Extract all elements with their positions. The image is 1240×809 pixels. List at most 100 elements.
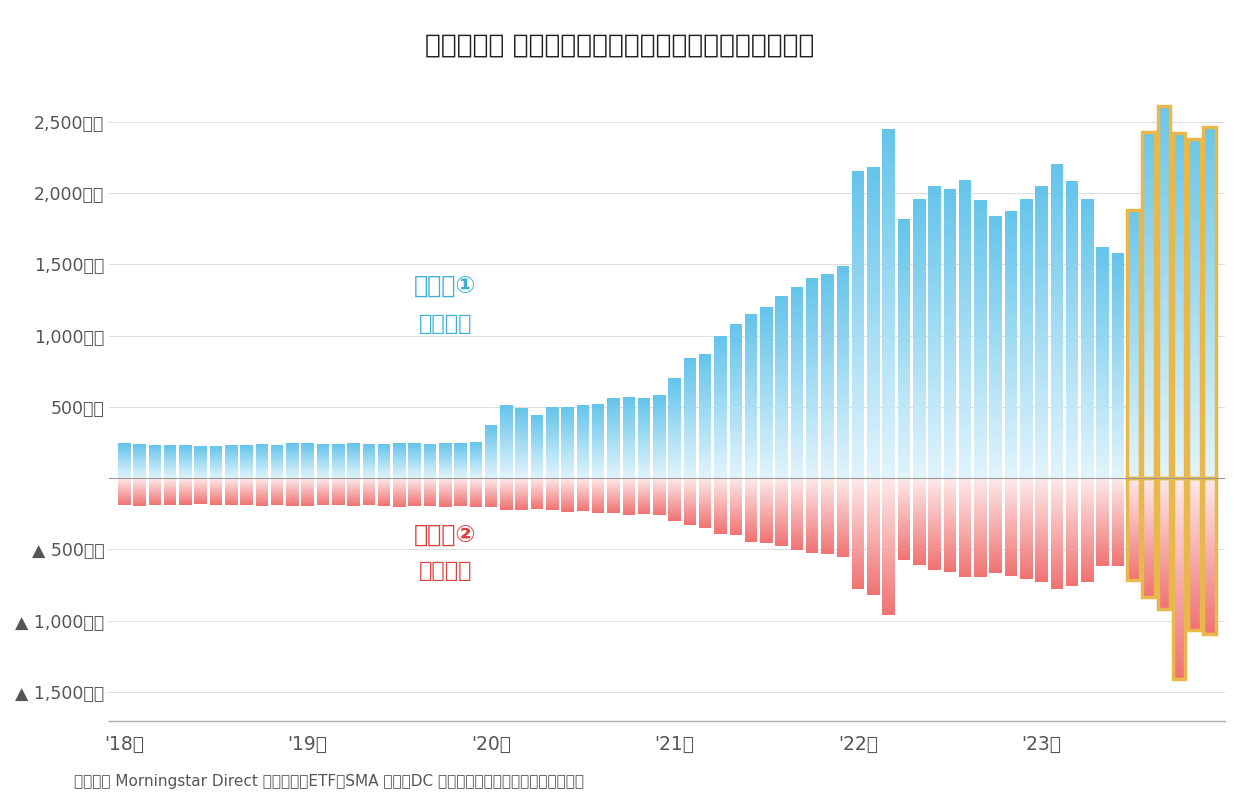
Bar [837,427,849,431]
Bar [1127,274,1140,280]
Bar [821,434,833,438]
Bar [944,403,956,409]
Bar [1021,198,1033,204]
Bar [852,578,864,581]
Bar [745,409,758,413]
Bar [608,419,620,421]
Bar [913,551,925,553]
Bar [791,471,804,474]
Bar [1050,565,1063,566]
Bar [852,516,864,519]
Bar [898,302,910,307]
Bar [975,362,987,367]
Bar [913,487,925,489]
Bar [1158,128,1171,136]
Bar [562,443,574,444]
Bar [1081,579,1094,582]
Bar [898,224,910,229]
Bar [562,427,574,428]
Bar [485,468,497,470]
Bar [1158,565,1171,567]
Bar [806,307,818,311]
Bar [806,326,818,330]
Bar [944,414,956,420]
Bar [1127,485,1140,486]
Bar [1066,549,1079,552]
Bar [729,469,742,472]
Bar [1158,322,1171,329]
Bar [516,466,528,467]
Bar [821,513,833,515]
Bar [913,499,925,501]
Bar [714,484,727,485]
Bar [944,493,956,495]
Bar [1096,498,1109,499]
Bar [745,435,758,438]
Bar [500,405,512,407]
Bar [729,493,742,494]
Bar [714,507,727,508]
Bar [775,535,787,536]
Bar [1021,478,1033,481]
Bar [577,416,589,417]
Bar [821,542,833,544]
Bar [1004,562,1017,564]
Bar [883,481,895,484]
Bar [898,526,910,527]
Bar [1021,494,1033,496]
Bar [944,549,956,551]
Bar [1096,536,1109,538]
Bar [806,534,818,535]
Bar [791,527,804,528]
Bar [852,404,864,411]
Bar [714,435,727,438]
Bar [1142,375,1154,381]
Bar [668,483,681,484]
Bar [791,533,804,535]
Bar [821,294,833,299]
Bar [990,491,1002,493]
Bar [608,450,620,451]
Bar [485,464,497,465]
Bar [959,490,971,492]
Bar [913,553,925,555]
Bar [990,368,1002,373]
Bar [929,203,941,210]
Bar [1204,497,1216,500]
Bar [852,362,864,368]
Bar [622,477,635,478]
Bar [714,515,727,516]
Bar [683,375,696,378]
Bar [699,518,712,519]
Bar [929,285,941,291]
Bar [1050,491,1063,493]
Bar [1096,321,1109,326]
Bar [867,532,879,534]
Bar [608,403,620,404]
Bar [990,529,1002,532]
Bar [1066,413,1079,419]
Bar [959,540,971,541]
Bar [1081,549,1094,551]
Bar [898,483,910,485]
Bar [729,438,742,441]
Bar [1096,480,1109,481]
Bar [775,336,787,340]
Bar [608,448,620,450]
Bar [1142,451,1154,457]
Bar [944,229,956,235]
Bar [516,471,528,472]
Bar [821,530,833,532]
Bar [1081,481,1094,482]
Bar [1112,540,1125,541]
Bar [1158,315,1171,322]
Bar [1050,516,1063,518]
Bar [668,414,681,417]
Bar [975,523,987,526]
Bar [837,457,849,461]
Bar [1204,450,1216,457]
Bar [653,396,666,397]
Bar [913,221,925,227]
Bar [562,433,574,434]
Bar [898,485,910,486]
